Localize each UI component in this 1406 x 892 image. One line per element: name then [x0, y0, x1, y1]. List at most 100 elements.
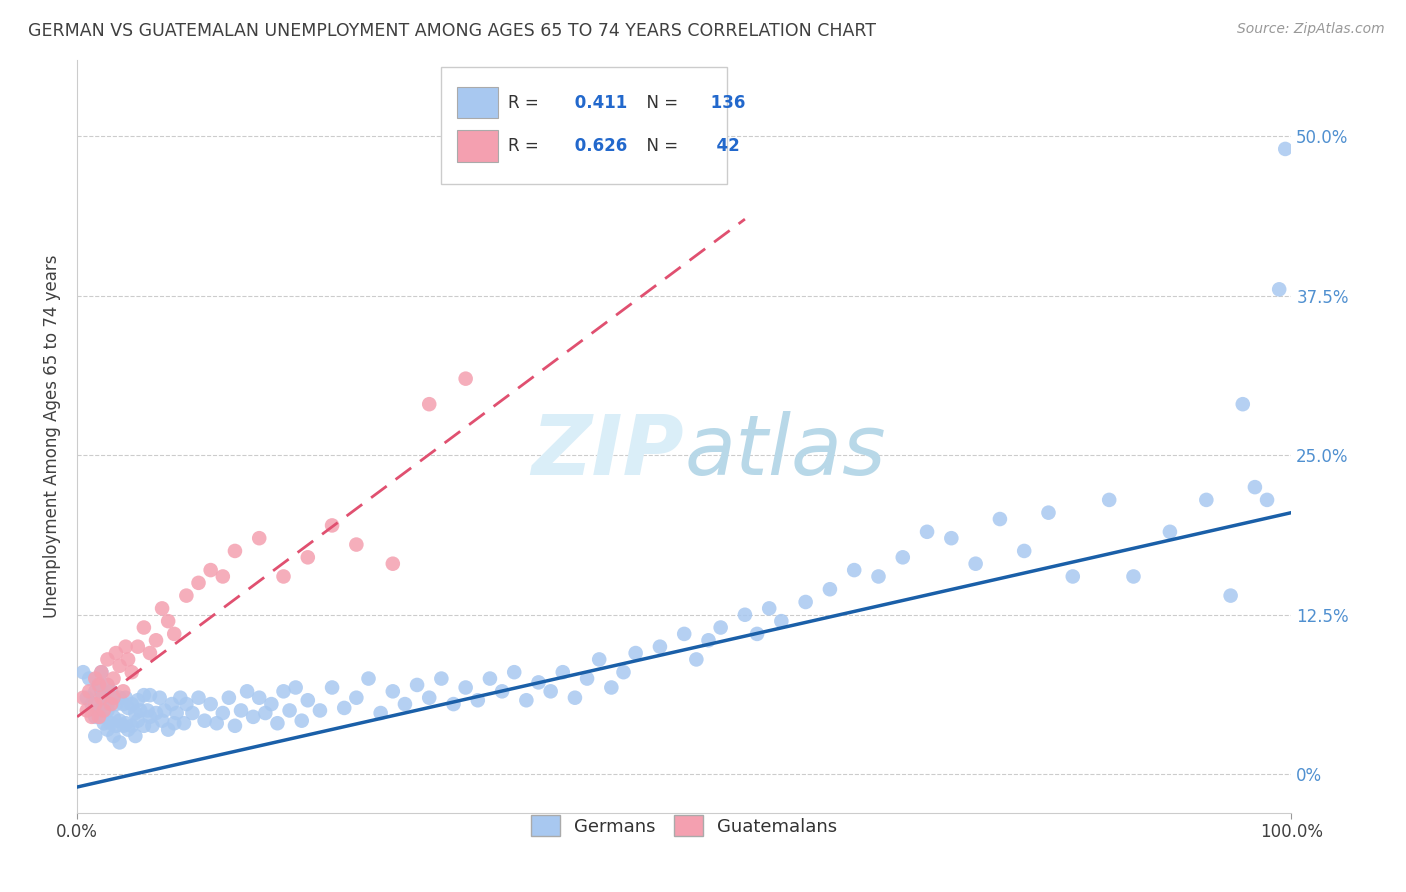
Point [150, 714, 173, 728]
Point [84, 672, 107, 686]
Point [491, 684, 513, 698]
Point [1244, 480, 1267, 494]
Point [181, 706, 204, 720]
Point [1062, 569, 1084, 583]
Point [430, 672, 453, 686]
Point [527, 675, 550, 690]
Point [648, 640, 671, 654]
Point [176, 697, 198, 711]
Text: 136: 136 [704, 94, 745, 112]
Point [157, 723, 180, 737]
Text: Source: ZipAtlas.com: Source: ZipAtlas.com [1237, 22, 1385, 37]
Point [673, 627, 696, 641]
Point [77, 684, 100, 698]
Point [1274, 142, 1296, 156]
Point [564, 690, 586, 705]
Point [108, 690, 131, 705]
Point [139, 688, 162, 702]
Point [124, 706, 146, 720]
Point [103, 729, 125, 743]
Point [503, 665, 526, 680]
Point [112, 697, 135, 711]
Text: R =: R = [508, 137, 544, 155]
Point [218, 690, 240, 705]
Point [357, 672, 380, 686]
Point [200, 563, 222, 577]
Point [915, 524, 938, 539]
Point [454, 372, 477, 386]
Point [988, 512, 1011, 526]
Point [1038, 506, 1060, 520]
Point [242, 710, 264, 724]
Point [247, 531, 270, 545]
Point [381, 684, 404, 698]
Point [90, 665, 112, 680]
Point [90, 690, 112, 705]
Point [96, 652, 118, 666]
Point [132, 688, 155, 702]
Point [90, 684, 112, 698]
Point [236, 684, 259, 698]
Point [247, 690, 270, 705]
Point [76, 690, 98, 705]
Point [406, 678, 429, 692]
Point [588, 652, 610, 666]
Point [153, 703, 176, 717]
Point [100, 716, 122, 731]
Point [224, 544, 246, 558]
Point [90, 710, 112, 724]
Point [87, 678, 110, 692]
Point [132, 620, 155, 634]
Point [90, 665, 112, 680]
Point [941, 531, 963, 545]
Point [72, 690, 94, 705]
Point [121, 697, 143, 711]
Point [685, 652, 707, 666]
Point [309, 703, 332, 717]
Point [93, 716, 115, 731]
Point [84, 729, 107, 743]
Point [87, 678, 110, 692]
Point [87, 710, 110, 724]
Point [157, 614, 180, 628]
Point [127, 714, 149, 728]
Point [114, 640, 136, 654]
Point [114, 690, 136, 705]
Point [211, 569, 233, 583]
Point [117, 652, 139, 666]
Point [141, 719, 163, 733]
Point [454, 681, 477, 695]
Point [540, 684, 562, 698]
Point [612, 665, 634, 680]
Point [1159, 524, 1181, 539]
Point [149, 690, 172, 705]
Point [229, 703, 252, 717]
Point [93, 703, 115, 717]
Point [96, 697, 118, 711]
Point [84, 684, 107, 698]
Point [734, 607, 756, 622]
Point [224, 719, 246, 733]
Point [114, 716, 136, 731]
Point [254, 706, 277, 720]
Y-axis label: Unemployment Among Ages 65 to 74 years: Unemployment Among Ages 65 to 74 years [44, 254, 60, 618]
Point [84, 710, 107, 724]
Point [187, 575, 209, 590]
Point [443, 697, 465, 711]
Point [515, 693, 537, 707]
Point [160, 697, 183, 711]
Point [200, 697, 222, 711]
Text: N =: N = [636, 94, 683, 112]
Point [166, 706, 188, 720]
Legend: Germans, Guatemalans: Germans, Guatemalans [522, 806, 846, 845]
Text: atlas: atlas [685, 410, 886, 491]
Text: 0.411: 0.411 [569, 94, 627, 112]
Point [163, 716, 186, 731]
Point [87, 703, 110, 717]
Point [121, 665, 143, 680]
Text: N =: N = [636, 137, 683, 155]
Point [697, 633, 720, 648]
Text: 42: 42 [704, 137, 740, 155]
Point [370, 706, 392, 720]
Point [297, 693, 319, 707]
